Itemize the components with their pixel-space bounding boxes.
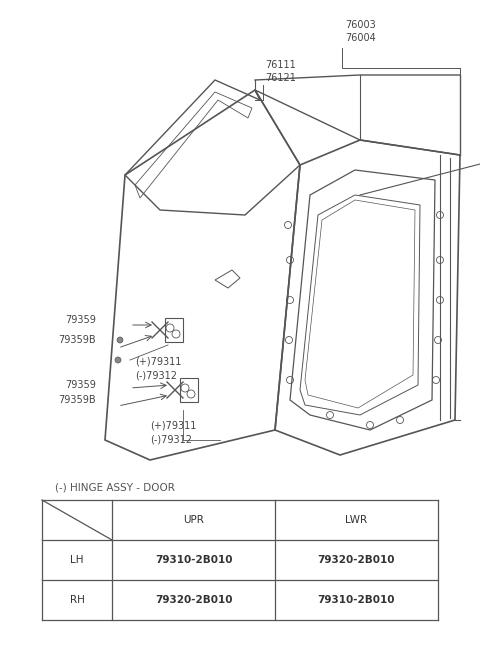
Text: 76004: 76004 [345,33,376,43]
Text: (-)79312: (-)79312 [135,371,177,381]
Circle shape [117,337,123,343]
Text: (+)79311: (+)79311 [150,420,196,430]
Bar [165,318,183,342]
Text: 79359B: 79359B [58,395,96,405]
Text: 76111: 76111 [265,60,296,70]
Text: LH: LH [70,555,84,565]
Text: 76003: 76003 [345,20,376,30]
Circle shape [115,357,121,363]
Text: (+)79311: (+)79311 [135,357,181,367]
Text: 79320-2B010: 79320-2B010 [318,555,395,565]
Text: 79359: 79359 [65,380,96,390]
Text: 79310-2B010: 79310-2B010 [318,595,395,605]
Text: (-)79312: (-)79312 [150,434,192,444]
Text: 79359B: 79359B [58,335,96,345]
Text: 79359: 79359 [65,315,96,325]
Text: LWR: LWR [346,515,368,525]
Text: (-) HINGE ASSY - DOOR: (-) HINGE ASSY - DOOR [55,483,175,493]
Text: UPR: UPR [183,515,204,525]
Text: 79320-2B010: 79320-2B010 [155,595,232,605]
Text: RH: RH [70,595,84,605]
Text: 79310-2B010: 79310-2B010 [155,555,232,565]
Bar [180,378,198,402]
Text: 76121: 76121 [265,73,296,83]
